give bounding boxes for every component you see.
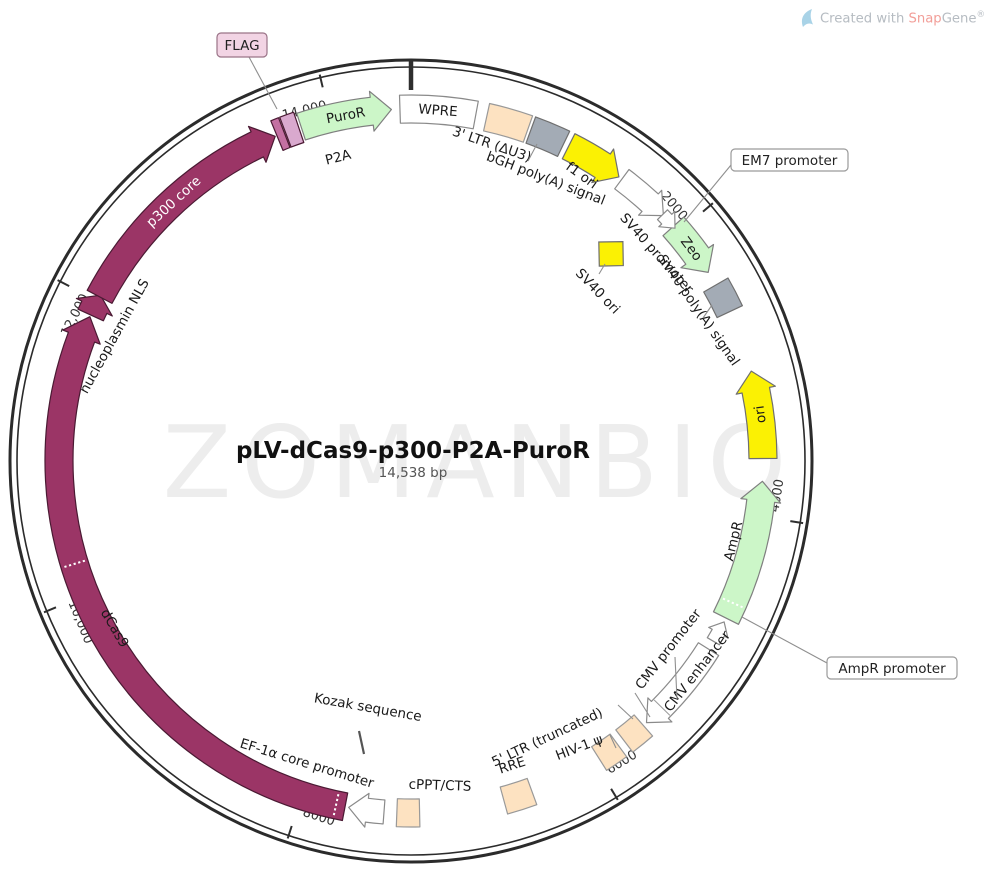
leader-line	[598, 263, 606, 275]
feature-em7-promoter	[656, 209, 676, 229]
feature-hiv1-psi	[591, 733, 628, 771]
credit-text: Created with SnapGene®	[819, 9, 985, 27]
plasmid-size: 14,538 bp	[378, 465, 448, 481]
feature-nucleoplasmin-nls	[75, 294, 113, 322]
segment-separator	[722, 597, 744, 609]
callout-label-ampr-promoter: AmpR promoter	[838, 661, 946, 677]
feature-bgh-polya-signal	[525, 116, 571, 157]
feature-p300-core	[86, 125, 276, 304]
tick-6000	[610, 788, 619, 801]
leader-line-em7-promoter	[683, 164, 732, 223]
feature-sv40-ori	[598, 240, 624, 267]
tick-2000	[702, 202, 714, 213]
kozak-pointer-line	[357, 730, 366, 755]
feature-rre	[499, 777, 538, 815]
feature-cmv-enhancer-promoter	[645, 642, 720, 724]
feature-sv40-promoter	[614, 168, 664, 217]
leader-line	[609, 734, 617, 749]
tick-14,000	[318, 74, 324, 88]
feature-5-ltr-truncated	[615, 714, 654, 753]
leader-line	[702, 304, 713, 319]
leader-line	[617, 704, 634, 720]
feature-ori	[735, 370, 778, 460]
feature-flag-tag	[270, 117, 291, 151]
label-kozak-sequence: Kozak sequence	[313, 690, 423, 725]
callout-box-ampr-promoter	[826, 656, 958, 680]
tick-10,000	[43, 606, 57, 614]
feature-ef1a-core-promoter	[348, 792, 386, 828]
feature-f1-ori	[561, 133, 620, 184]
leader-line	[634, 692, 651, 718]
plasmid-name: pLV-dCas9-p300-P2A-PuroR	[235, 438, 591, 464]
feature-cppt-cts	[395, 798, 421, 828]
callout-box-flag	[216, 32, 268, 58]
label-cppt-cts: cPPT/CTS	[408, 777, 471, 795]
leader-line-flag	[248, 56, 278, 110]
feature-dcas9	[44, 316, 349, 822]
leader-line-ampr-promoter	[741, 616, 828, 664]
credit-brand-snap: Snap	[908, 11, 942, 27]
feature-sv40-polya-signal	[703, 277, 743, 319]
plasmid-title-block: pLV-dCas9-p300-P2A-PuroR 14,538 bp	[0, 438, 826, 482]
feature-3-ltr-du3	[483, 102, 534, 143]
feature-wpre	[398, 94, 479, 130]
label-p2a: P2A	[324, 147, 354, 169]
feature-label-puror: PuroR	[325, 104, 367, 127]
segment-separator	[63, 559, 86, 569]
tick-4000	[790, 520, 804, 525]
leader-line	[674, 656, 678, 700]
feature-puror	[296, 90, 392, 141]
callout-label-flag: FLAG	[224, 38, 259, 54]
feature-label-ori: ori	[752, 405, 770, 425]
tick-12,000	[57, 279, 70, 287]
feature-label-wpre: WPRE	[418, 101, 459, 120]
feature-ampr-promoter	[706, 621, 729, 646]
leader-line	[527, 143, 538, 162]
callout-label-em7-promoter: EM7 promoter	[742, 153, 838, 169]
snapgene-credit: Created with SnapGene®	[799, 8, 985, 28]
feature-p2a	[279, 111, 305, 148]
snapgene-logo-icon	[801, 9, 813, 27]
label-sv40-ori: SV40 ori	[572, 266, 623, 318]
watermark-text: ZOMANBIO	[162, 404, 797, 521]
feature-zeo	[662, 216, 715, 273]
feature-ampr	[712, 480, 782, 625]
callout-box-em7-promoter	[730, 148, 849, 172]
tick-8000	[286, 825, 293, 839]
segment-separator	[653, 699, 671, 716]
segment-separator	[332, 793, 340, 816]
